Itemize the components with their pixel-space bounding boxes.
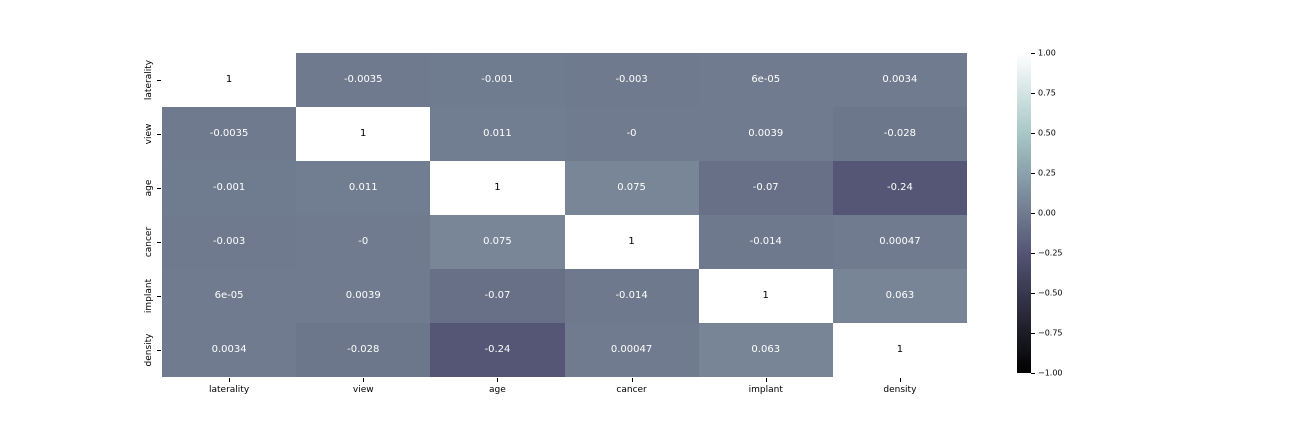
x-tick-label-laterality: laterality [209,385,250,395]
heatmap-cell-laterality-view: -0.0035 [296,53,431,107]
heatmap-cell-cancer-density: 0.00047 [832,215,967,269]
x-tick-label-cancer: cancer [616,385,647,395]
heatmap-cell-density-density: 1 [832,323,967,377]
colorbar-tick-label: 1.00 [1038,48,1056,58]
x-tick-mark [363,378,365,382]
heatmap-grid: 1 -0.0035 -0.001 -0.003 6e-05 0.0034 -0.0035 1 0… [162,53,967,377]
y-tick-mark [157,350,161,351]
x-tick-label-age: age [489,385,506,395]
x-tick-mark [497,378,499,382]
y-tick-mark [157,134,161,135]
heatmap-cell-age-age: 1 [430,161,565,215]
y-tick-mark [157,242,161,243]
heatmap-cell-view-density: -0.028 [832,107,967,161]
heatmap-cell-view-cancer: -0 [564,107,699,161]
x-tick-mark [899,378,901,382]
heatmap-cell-age-density: -0.24 [832,161,967,215]
colorbar-tick-label: −0.25 [1038,248,1063,258]
heatmap-cell-implant-laterality: 6e-05 [162,269,297,323]
colorbar-tick-mark [1031,293,1035,294]
colorbar-tick-label: −0.75 [1038,328,1063,338]
colorbar [1017,53,1031,373]
heatmap-cell-cancer-view: -0 [296,215,431,269]
heatmap-cell-view-age: 0.011 [430,107,565,161]
colorbar-tick-mark [1031,93,1035,94]
x-tick-label-density: density [883,385,917,395]
heatmap-cell-laterality-laterality: 1 [162,53,297,107]
heatmap-cell-cancer-implant: -0.014 [698,215,833,269]
heatmap-cell-density-age: -0.24 [430,323,565,377]
heatmap-cell-density-view: -0.028 [296,323,431,377]
colorbar-tick-mark [1031,173,1035,174]
colorbar-tick-mark [1031,373,1035,374]
colorbar-tick-label: −0.50 [1038,288,1063,298]
colorbar-tick-mark [1031,333,1035,334]
colorbar-tick-label: −1.00 [1038,368,1063,378]
colorbar-tick-mark [1031,133,1035,134]
x-tick-label-implant: implant [748,385,783,395]
heatmap-cell-implant-view: 0.0039 [296,269,431,323]
heatmap-cell-density-implant: 0.063 [698,323,833,377]
y-tick-label-view: view [144,123,154,145]
colorbar-tick-label: 0.25 [1038,168,1056,178]
colorbar-tick-label: 0.00 [1038,208,1056,218]
heatmap-cell-implant-implant: 1 [698,269,833,323]
heatmap-cell-age-cancer: 0.075 [564,161,699,215]
y-tick-label-cancer: cancer [144,226,154,258]
x-tick-mark [229,378,231,382]
y-tick-mark [157,296,161,297]
y-tick-label-implant: implant [144,278,154,314]
heatmap-cell-density-laterality: 0.0034 [162,323,297,377]
colorbar-tick-mark [1031,253,1035,254]
colorbar-tick-label: 0.75 [1038,88,1056,98]
heatmap-cell-implant-cancer: -0.014 [564,269,699,323]
heatmap-cell-laterality-age: -0.001 [430,53,565,107]
y-tick-label-laterality: laterality [144,59,154,101]
heatmap-cell-cancer-age: 0.075 [430,215,565,269]
heatmap-cell-age-view: 0.011 [296,161,431,215]
heatmap-cell-density-cancer: 0.00047 [564,323,699,377]
heatmap-cell-cancer-laterality: -0.003 [162,215,297,269]
heatmap-cell-age-laterality: -0.001 [162,161,297,215]
y-tick-label-age: age [144,179,154,197]
y-tick-mark [157,80,161,81]
heatmap-cell-implant-density: 0.063 [832,269,967,323]
colorbar-tick-label: 0.50 [1038,128,1056,138]
heatmap-cell-view-laterality: -0.0035 [162,107,297,161]
heatmap-cell-view-implant: 0.0039 [698,107,833,161]
x-tick-label-view: view [352,385,374,395]
heatmap-cell-implant-age: -0.07 [430,269,565,323]
x-tick-mark [765,378,767,382]
heatmap-cell-view-view: 1 [296,107,431,161]
y-tick-label-density: density [144,333,154,367]
heatmap-cell-cancer-cancer: 1 [564,215,699,269]
heatmap-cell-laterality-cancer: -0.003 [564,53,699,107]
heatmap-cell-laterality-implant: 6e-05 [698,53,833,107]
heatmap-cell-age-implant: -0.07 [698,161,833,215]
x-tick-mark [631,378,633,382]
y-tick-mark [157,188,161,189]
colorbar-tick-mark [1031,53,1035,54]
heatmap-cell-laterality-density: 0.0034 [832,53,967,107]
colorbar-tick-mark [1031,213,1035,214]
